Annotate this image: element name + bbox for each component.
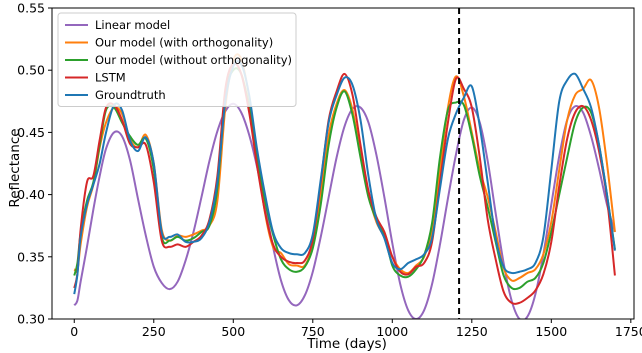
legend-label-groundtruth: Groundtruth: [95, 88, 166, 102]
x-tick-label: 1000: [376, 324, 408, 339]
legend-label-our-model-with-orthogonality: Our model (with orthogonality): [95, 36, 273, 50]
legend-label-linear-model: Linear model: [95, 18, 170, 32]
legend-box: [57, 12, 297, 107]
y-tick-label: 0.55: [17, 1, 45, 16]
y-tick-label: 0.30: [17, 312, 45, 327]
legend-label-our-model-without-orthogonality: Our model (without orthogonality): [95, 53, 292, 67]
axes: [51, 7, 635, 320]
x-tick-label: 750: [301, 324, 325, 339]
x-tick-label: 250: [142, 324, 166, 339]
x-tick-label: 500: [221, 324, 245, 339]
y-tick-label: 0.35: [17, 249, 45, 264]
y-tick-label: 0.50: [17, 63, 45, 78]
legend-label-lstm: LSTM: [95, 71, 126, 85]
y-axis-label: Reflectance: [7, 128, 23, 207]
series-line-our-model-without-orthogonality: [73, 67, 616, 291]
x-tick-label: 0: [70, 324, 78, 339]
legend: Linear model Our model (with orthogonalit…: [57, 12, 297, 107]
x-axis-label: Time (days): [306, 336, 387, 352]
y-tick-label: 0.45: [17, 125, 45, 140]
y-tick-label: 0.40: [17, 187, 45, 202]
x-tick-label: 1250: [456, 324, 488, 339]
series-line-groundtruth: [73, 60, 616, 295]
axes-frame: [51, 7, 635, 320]
series-line-linear-model: [73, 102, 616, 319]
plot-lines: [73, 53, 616, 319]
series-line-lstm: [73, 62, 616, 305]
x-tick-label: 1500: [535, 324, 567, 339]
